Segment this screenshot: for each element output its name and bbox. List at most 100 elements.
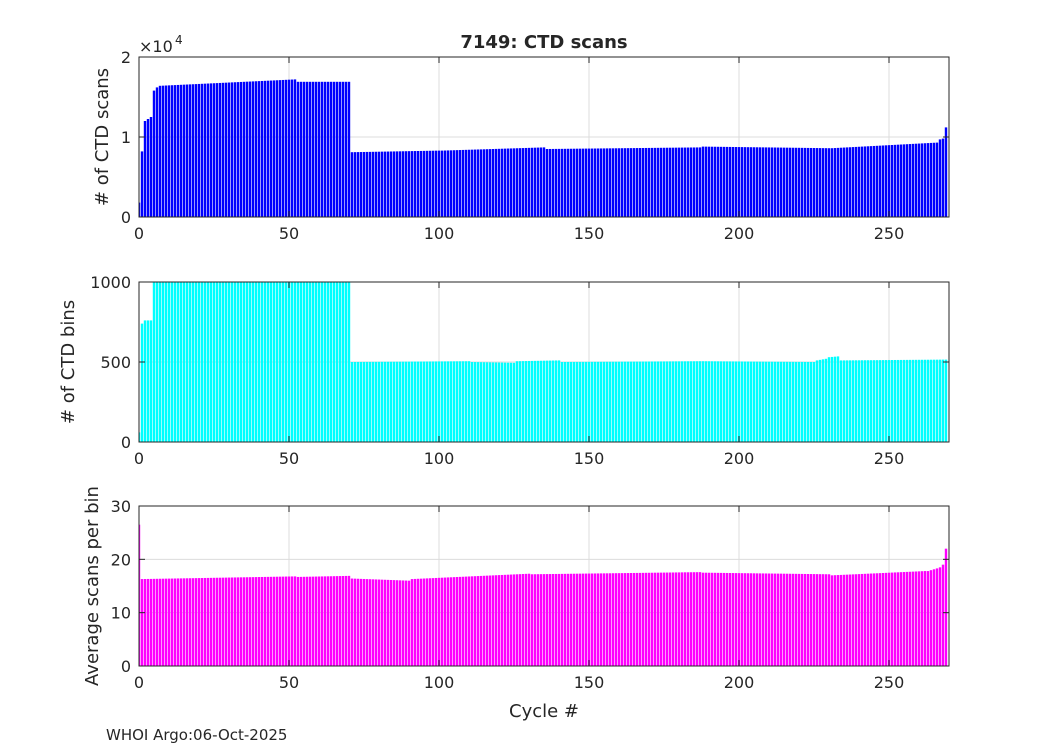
bar-cycle-79 bbox=[374, 579, 378, 666]
bar-cycle-266 bbox=[935, 568, 939, 666]
bar-cycle-69 bbox=[344, 282, 348, 442]
bar-cycle-91 bbox=[410, 151, 414, 217]
bar-cycle-247 bbox=[878, 145, 882, 217]
bar-cycle-17 bbox=[188, 578, 192, 666]
bar-cycle-121 bbox=[500, 574, 504, 666]
bar-cycle-142 bbox=[563, 148, 567, 217]
bar-cycle-92 bbox=[413, 578, 417, 666]
bar-cycle-220 bbox=[797, 573, 801, 666]
bars-scans bbox=[139, 79, 948, 218]
bar-cycle-57 bbox=[308, 576, 312, 666]
bar-cycle-207 bbox=[758, 573, 762, 666]
bar-cycle-75 bbox=[362, 151, 366, 217]
bar-cycle-219 bbox=[794, 361, 798, 442]
bar-cycle-88 bbox=[401, 580, 405, 666]
y-tick-label: 20 bbox=[111, 550, 131, 569]
bar-cycle-93 bbox=[416, 361, 420, 442]
x-tick-label: 200 bbox=[724, 224, 755, 243]
bar-cycle-38 bbox=[251, 282, 255, 442]
bar-cycle-237 bbox=[848, 574, 852, 666]
bar-cycle-250 bbox=[887, 360, 891, 442]
bar-cycle-120 bbox=[497, 362, 501, 442]
bar-cycle-57 bbox=[308, 81, 312, 217]
bar-cycle-147 bbox=[578, 361, 582, 442]
bar-cycle-78 bbox=[371, 361, 375, 442]
bar-cycle-235 bbox=[842, 574, 846, 666]
bar-cycle-232 bbox=[833, 356, 837, 442]
bar-cycle-6 bbox=[155, 578, 159, 666]
bar-cycle-5 bbox=[152, 90, 156, 217]
bar-cycle-265 bbox=[932, 142, 936, 217]
bar-cycle-48 bbox=[281, 79, 285, 217]
bar-cycle-220 bbox=[797, 147, 801, 217]
bar-cycle-162 bbox=[623, 573, 627, 666]
bar-cycle-77 bbox=[368, 361, 372, 442]
bar-cycle-244 bbox=[869, 573, 873, 666]
bar-cycle-96 bbox=[425, 150, 429, 217]
bar-cycle-113 bbox=[476, 576, 480, 666]
bar-cycle-10 bbox=[167, 85, 171, 217]
bar-cycle-248 bbox=[881, 360, 885, 442]
bar-cycle-145 bbox=[572, 573, 576, 666]
bar-cycle-79 bbox=[374, 151, 378, 217]
x-tick-label: 150 bbox=[574, 673, 605, 692]
bar-cycle-46 bbox=[275, 282, 279, 442]
x-tick-label: 150 bbox=[574, 449, 605, 468]
bar-cycle-241 bbox=[860, 146, 864, 217]
bar-cycle-73 bbox=[356, 152, 360, 217]
bar-cycle-108 bbox=[461, 576, 465, 666]
bar-cycle-14 bbox=[179, 84, 183, 217]
bar-cycle-78 bbox=[371, 151, 375, 217]
bar-cycle-250 bbox=[887, 572, 891, 666]
bar-cycle-215 bbox=[782, 147, 786, 217]
bar-cycle-239 bbox=[854, 146, 858, 217]
bar-cycle-29 bbox=[224, 82, 228, 217]
bar-cycle-114 bbox=[479, 149, 483, 217]
bar-cycle-37 bbox=[248, 577, 252, 666]
bar-cycle-90 bbox=[407, 580, 411, 666]
bar-cycle-265 bbox=[932, 359, 936, 442]
bar-cycle-191 bbox=[710, 572, 714, 666]
bar-cycle-53 bbox=[296, 576, 300, 666]
bar-cycle-210 bbox=[767, 147, 771, 217]
bar-cycle-179 bbox=[674, 572, 678, 666]
bar-cycle-117 bbox=[488, 362, 492, 442]
bar-cycle-94 bbox=[419, 361, 423, 442]
bar-cycle-180 bbox=[677, 147, 681, 217]
bar-cycle-38 bbox=[251, 81, 255, 217]
bar-cycle-101 bbox=[440, 150, 444, 217]
bar-cycle-68 bbox=[341, 81, 345, 217]
bar-cycle-109 bbox=[464, 576, 468, 666]
bar-cycle-189 bbox=[704, 146, 708, 217]
bar-cycle-238 bbox=[851, 360, 855, 442]
bar-cycle-119 bbox=[494, 148, 498, 217]
bar-cycle-267 bbox=[938, 567, 942, 666]
bar-cycle-106 bbox=[455, 150, 459, 217]
bar-cycle-251 bbox=[890, 360, 894, 442]
bar-cycle-109 bbox=[464, 361, 468, 442]
bar-cycle-205 bbox=[752, 573, 756, 666]
bar-cycle-135 bbox=[542, 360, 546, 442]
bar-cycle-22 bbox=[203, 577, 207, 666]
bar-cycle-158 bbox=[611, 361, 615, 442]
bar-cycle-173 bbox=[656, 572, 660, 666]
bar-cycle-24 bbox=[209, 282, 213, 442]
y-tick-label: 2 bbox=[121, 48, 131, 67]
bar-cycle-76 bbox=[365, 151, 369, 217]
bar-cycle-31 bbox=[230, 82, 234, 218]
bar-cycle-65 bbox=[332, 576, 336, 666]
bar-cycle-150 bbox=[587, 361, 591, 442]
bar-cycle-179 bbox=[674, 147, 678, 217]
bar-cycle-171 bbox=[650, 147, 654, 217]
bar-cycle-143 bbox=[566, 361, 570, 442]
bar-cycle-43 bbox=[266, 576, 270, 666]
bar-cycle-223 bbox=[806, 361, 810, 442]
bar-cycle-257 bbox=[908, 144, 912, 217]
bar-cycle-259 bbox=[914, 571, 918, 666]
bar-cycle-13 bbox=[176, 282, 180, 442]
bar-cycle-224 bbox=[809, 574, 813, 666]
bar-cycle-64 bbox=[329, 282, 333, 442]
bar-cycle-182 bbox=[683, 361, 687, 442]
bar-cycle-225 bbox=[812, 148, 816, 217]
bar-cycle-48 bbox=[281, 282, 285, 442]
